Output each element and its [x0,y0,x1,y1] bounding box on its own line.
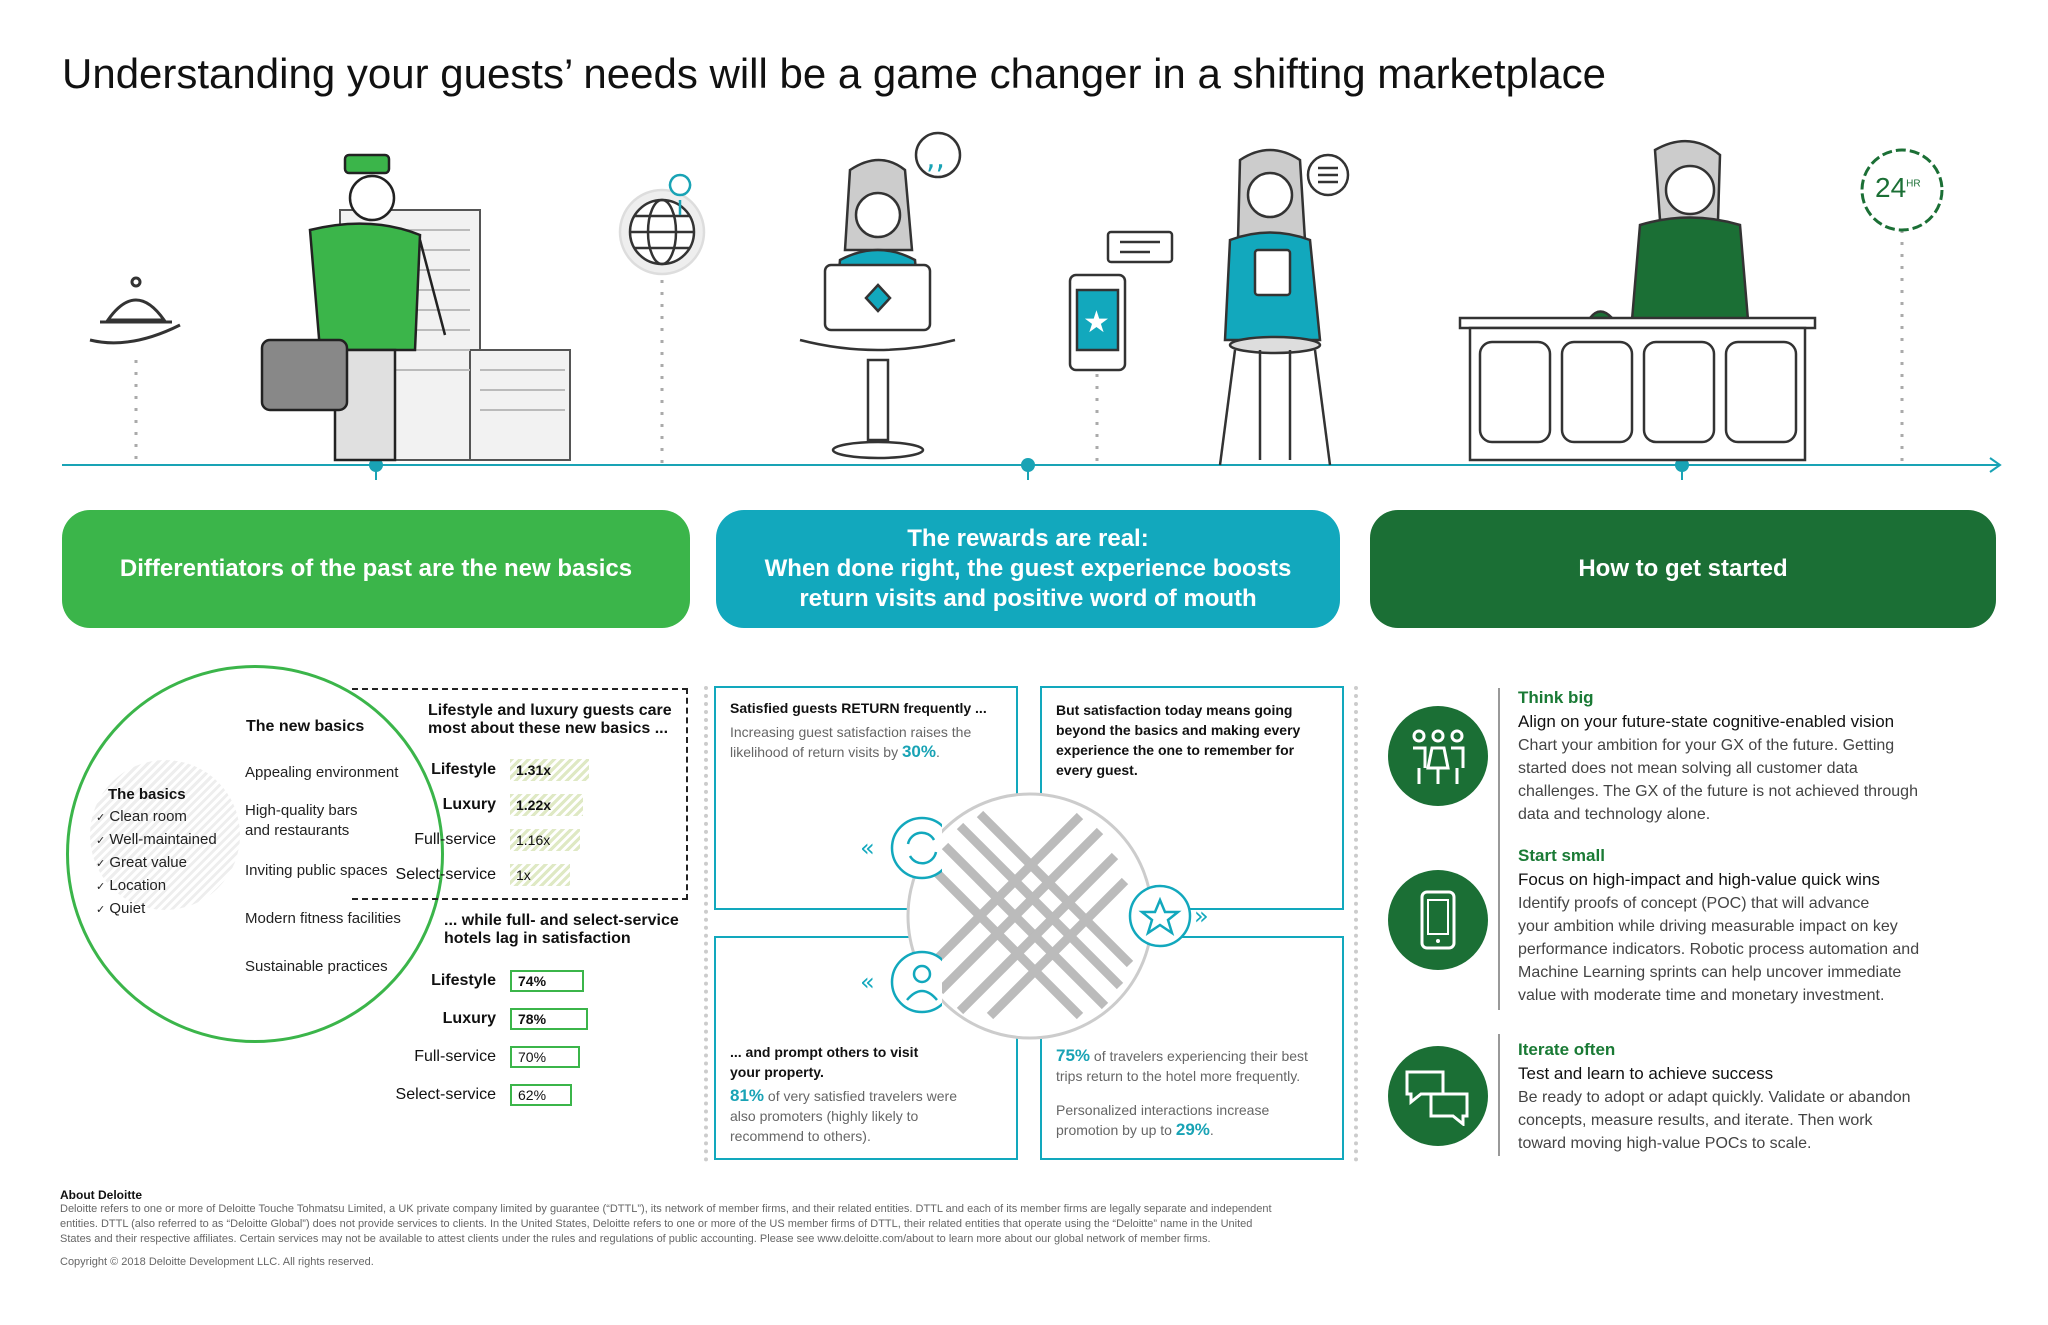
phone-star-icon: ★ [1068,273,1127,372]
divider [704,686,708,1162]
basic-item: ✓ Clean room [96,808,187,825]
band-rewards: The rewards are real: When done right, t… [716,510,1340,628]
lag-bar: 78% [510,1008,588,1030]
basics-inner-circle [90,760,240,910]
care-title: Lifestyle and luxury guests care most abo… [428,702,672,737]
basic-item: ✓ Location [96,877,167,894]
beyond-text: But satisfaction today means going beyon… [1056,702,1301,778]
lag-bars: Lifestyle 74% Luxury 78% Full-service 70% S… [340,962,588,1114]
divider [1354,686,1358,1162]
return-text: Satisfied guests RETURN frequently ... I… [730,700,987,761]
care-bar: 1.31x [510,758,589,781]
new-basics-title: The new basics [246,718,365,735]
promote-text: ... and prompt others to visit your prop… [730,1044,957,1144]
lag-title: ... while full- and select-service hotels… [444,912,679,947]
star-icon: » [1128,884,1209,948]
start-think-big: Think big Align on your future-state cog… [1518,688,1918,823]
svg-text:»: » [1194,902,1209,930]
care-bar: 1.16x [510,828,580,851]
clock-label: 24HR [1875,172,1921,203]
care-bar: 1x [510,863,570,886]
front-desk-figure [1458,139,1817,462]
clock-24hr-icon [1860,148,1944,232]
timeline-arrow-icon [1989,457,2002,473]
room-service-cloche-icon [89,276,181,345]
basics-title: The basics [108,786,186,803]
care-row: Lifestyle 1.31x [340,752,589,787]
care-row: Luxury 1.22x [340,787,589,822]
person-icon: « [862,950,942,1014]
lag-row: Select-service 62% [340,1076,588,1114]
new-basic-item: High-quality bars [245,802,358,819]
speech-quote-icon: ,, [914,131,962,179]
new-basic-item: Inviting public spaces [245,862,388,879]
traveler-laptop-figure [799,158,956,460]
new-basic-item: Appealing environment [245,764,399,781]
start-small: Start small Focus on high-impact and hig… [1518,846,1920,1004]
start-rule [1498,688,1500,1010]
refresh-icon: « [862,816,942,880]
care-bars: Lifestyle 1.31x Luxury 1.22x Full-service 1… [340,752,589,892]
mobile-device-icon [1388,870,1488,970]
basic-item: ✓ Well-maintained [96,831,217,848]
lag-row: Lifestyle 74% [340,962,588,1000]
svg-text:«: « [862,968,875,996]
chat-bubbles-icon [1388,1046,1488,1146]
care-row: Full-service 1.16x [340,822,589,857]
bellhop-figure [260,153,447,462]
start-rule [1498,1034,1500,1156]
basic-item: ✓ Great value [96,854,187,871]
lag-row: Luxury 78% [340,1000,588,1038]
basic-item: ✓ Quiet [96,900,146,917]
new-basic-item: Modern fitness facilities [245,910,401,927]
personal-text: 75% of travelers experiencing their best… [1056,1046,1308,1139]
lag-bar: 74% [510,970,584,992]
band-get-started: How to get started [1370,510,1996,628]
footer: About Deloitte Deloitte refers to one or… [60,1188,1272,1268]
care-row: Select-service 1x [340,857,589,892]
lag-bar: 70% [510,1046,580,1068]
weave-circle [906,792,1154,1040]
svg-text:«: « [862,834,875,862]
guest-stool-figure [1218,148,1332,466]
page-title: Understanding your guests’ needs will be… [62,50,1606,97]
care-dashed-box [352,688,688,900]
new-basics-circle [66,665,444,1043]
lag-row: Full-service 70% [340,1038,588,1076]
message-bubble-icon [1106,230,1174,264]
new-basic-item: and restaurants [245,822,350,839]
new-basic-item: Sustainable practices [245,958,388,975]
journey-illustration: ,, ★ [62,131,2002,480]
care-bar: 1.22x [510,793,583,816]
svg-text:★: ★ [1083,305,1110,340]
rewards-box-promote [714,936,1018,1160]
start-iterate: Iterate often Test and learn to achieve … [1518,1040,1911,1152]
band-new-basics: Differentiators of the past are the new … [62,510,690,628]
lag-bar: 62% [510,1084,572,1106]
globe-location-icon [618,173,706,276]
svg-text:,,: ,, [926,141,945,176]
menu-bubble-icon [1306,153,1350,197]
rewards-box-personal [1040,936,1344,1160]
team-icon [1388,706,1488,806]
